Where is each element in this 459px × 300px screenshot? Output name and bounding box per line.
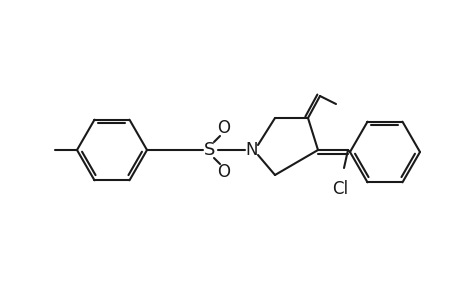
Text: N: N — [245, 141, 257, 159]
Text: O: O — [217, 119, 230, 137]
Text: Cl: Cl — [331, 180, 347, 198]
Text: S: S — [204, 141, 215, 159]
Text: O: O — [217, 163, 230, 181]
